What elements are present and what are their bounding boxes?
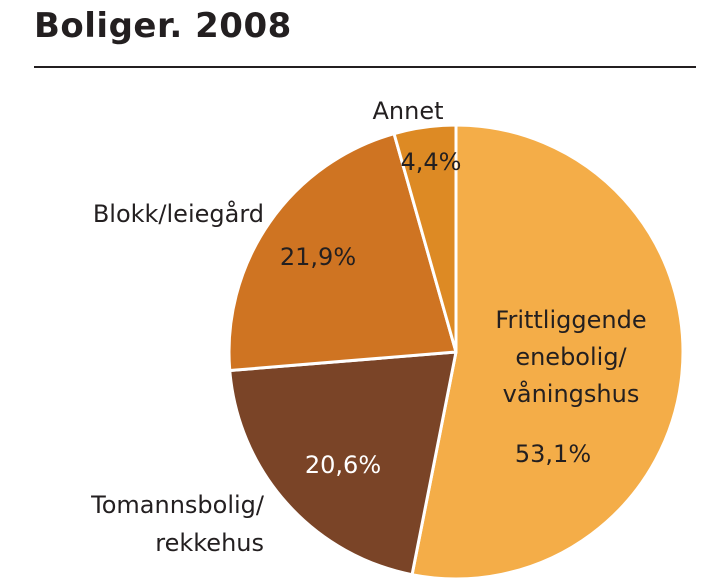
slice-label-line: Tomannsbolig/ — [90, 491, 265, 519]
slice-label-line: rekkehus — [155, 529, 264, 557]
slice-label-line: enebolig/ — [515, 343, 627, 371]
slice-value-4: 4,4% — [401, 148, 462, 176]
slice-label-line: våningshus — [503, 379, 640, 408]
slice-value-1: 53,1% — [515, 440, 591, 468]
slice-value-2: 20,6% — [305, 451, 381, 479]
slice-label-2: Tomannsbolig/rekkehus — [90, 491, 265, 557]
slice-label-1: Frittliggende enebolig/våningshus — [495, 306, 646, 408]
pie-slice-4 — [392, 123, 458, 354]
title-divider — [34, 66, 696, 68]
slice-label-3: Blokk/leiegård — [93, 199, 264, 228]
slice-label-line: Annet — [372, 97, 443, 125]
slice-value-3: 21,9% — [280, 243, 356, 271]
pie-slice-3 — [227, 132, 458, 373]
pie-slice-1 — [410, 123, 685, 581]
chart-title: Boliger. 2008 — [34, 6, 292, 46]
pie-slice-2 — [228, 350, 458, 577]
slice-label-line: Blokk/leiegård — [93, 199, 264, 228]
slice-label-4: Annet — [372, 97, 443, 125]
slice-label-line: Frittliggende — [495, 306, 646, 334]
